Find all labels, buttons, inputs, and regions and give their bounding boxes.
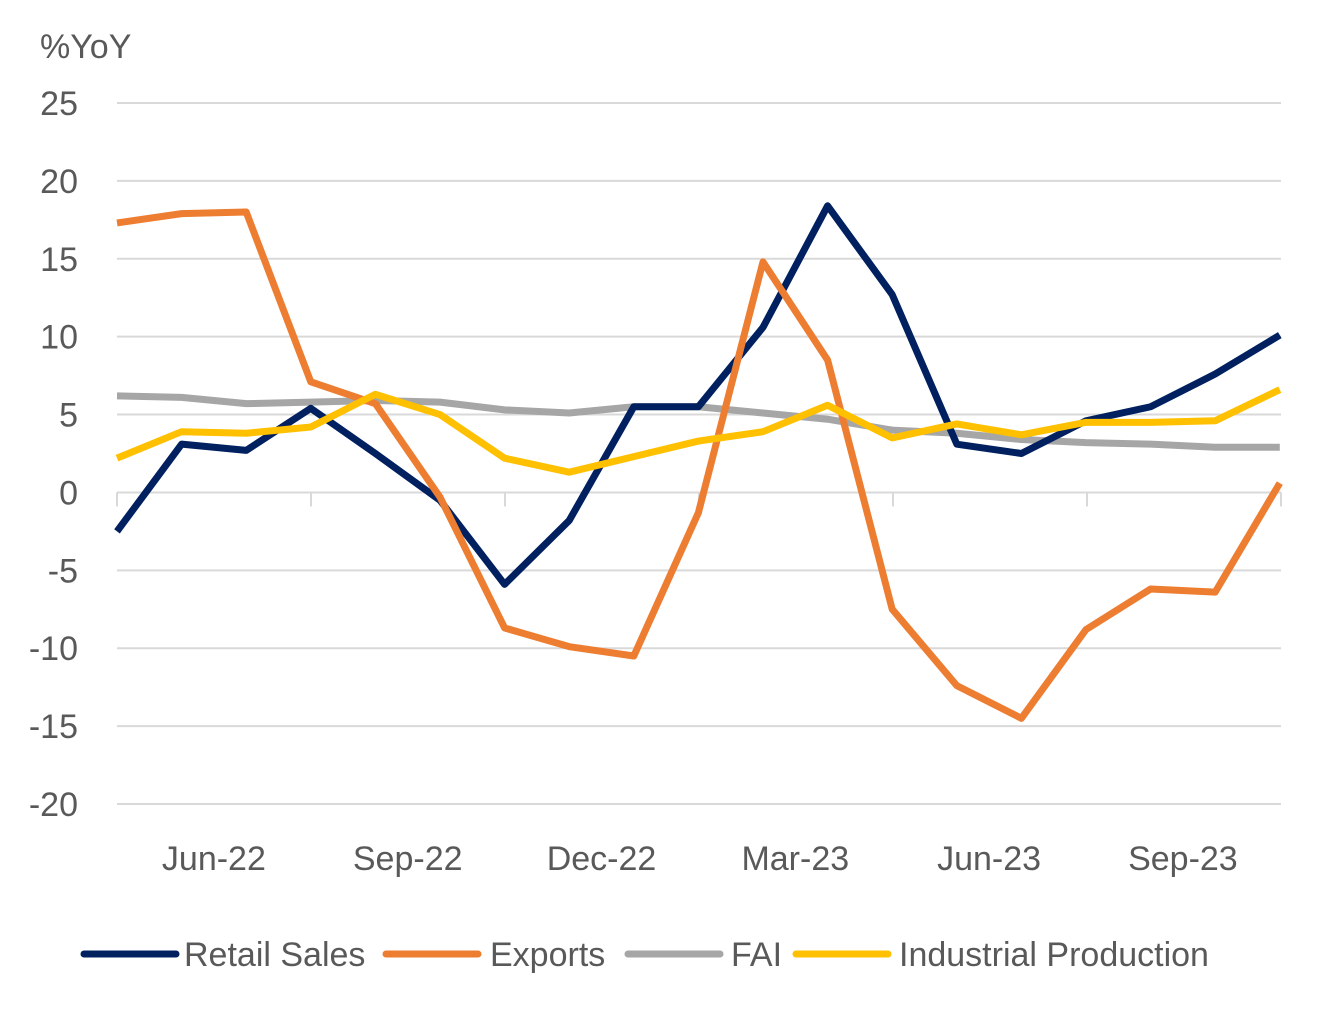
y-tick-label: -10: [29, 630, 78, 668]
y-tick-label: 20: [40, 163, 78, 201]
legend-label: Exports: [490, 936, 605, 974]
x-axis: Jun-22 Sep-22 Dec-22 Mar-23 Jun-23 Sep-23: [116, 491, 1282, 878]
series-line-industrial-production: [115, 386, 1282, 476]
legend-label: Industrial Production: [899, 936, 1209, 974]
x-tick-label: Dec-22: [547, 840, 657, 878]
legend-label: FAI: [731, 936, 782, 974]
y-tick-label: -15: [29, 708, 78, 746]
series-line-exports: [116, 208, 1283, 722]
y-axis-title: %YoY: [40, 28, 131, 66]
y-tick-label: -20: [29, 786, 78, 824]
y-tick-label: 0: [59, 474, 78, 512]
x-tick-label: Jun-22: [162, 840, 266, 878]
legend: Retail Sales Exports FAI Industrial Product…: [80, 936, 1209, 974]
series-lines: [114, 202, 1283, 722]
x-tick-label: Jun-23: [937, 840, 1041, 878]
y-tick-label: -5: [48, 552, 78, 590]
y-tick-label: 10: [40, 319, 78, 357]
y-tick-label: 25: [40, 85, 78, 123]
y-axis-ticks: 25 20 15 10 5 0 -5 -10 -15 -20: [29, 85, 78, 824]
gridlines: [117, 102, 1281, 805]
y-tick-label: 15: [40, 241, 78, 279]
x-tick-label: Mar-23: [741, 840, 849, 878]
x-tick-label: Sep-23: [1128, 840, 1238, 878]
series-line-retail-sales: [114, 202, 1282, 588]
y-tick-label: 5: [59, 397, 78, 435]
x-tick-label: Sep-22: [353, 840, 463, 878]
legend-label: Retail Sales: [184, 936, 365, 974]
